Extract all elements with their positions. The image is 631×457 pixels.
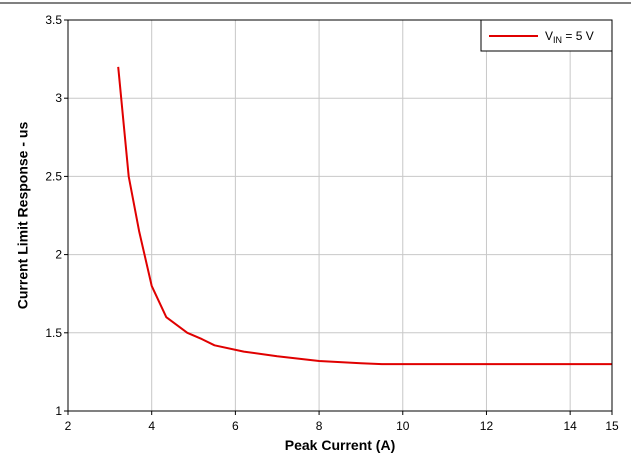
x-tick-label: 15	[605, 419, 619, 433]
plot-frame	[67, 19, 613, 412]
grid	[64, 19, 613, 415]
x-tick-label: 10	[396, 419, 410, 433]
x-tick-label: 2	[65, 419, 72, 433]
legend-label-suffix: = 5 V	[562, 29, 594, 43]
series-layer	[117, 66, 612, 366]
x-tick-label: 4	[148, 419, 155, 433]
legend: VIN = 5 V	[480, 19, 613, 52]
y-tick-label: 1	[55, 404, 62, 418]
x-tick-label: 6	[232, 419, 239, 433]
legend-label-main: V	[545, 29, 553, 43]
legend-label-sub: IN	[553, 35, 562, 45]
y-axis-title: Current Limit Response - us	[15, 122, 31, 310]
x-tick-labels: 2 4 6 8 10 12 14 15	[65, 419, 619, 433]
y-tick-label: 3.5	[45, 13, 62, 27]
x-tick-label: 12	[480, 419, 494, 433]
x-axis-title: Peak Current (A)	[285, 437, 395, 453]
y-tick-label: 2.5	[45, 169, 62, 183]
legend-label: VIN = 5 V	[545, 29, 594, 45]
y-tick-label: 1.5	[45, 326, 62, 340]
y-tick-label: 2	[55, 248, 62, 262]
y-tick-labels: 1 1.5 2 2.5 3 3.5	[45, 13, 62, 418]
x-tick-label: 14	[563, 419, 577, 433]
y-tick-label: 3	[55, 91, 62, 105]
series-line	[117, 66, 612, 366]
x-tick-label: 8	[316, 419, 323, 433]
